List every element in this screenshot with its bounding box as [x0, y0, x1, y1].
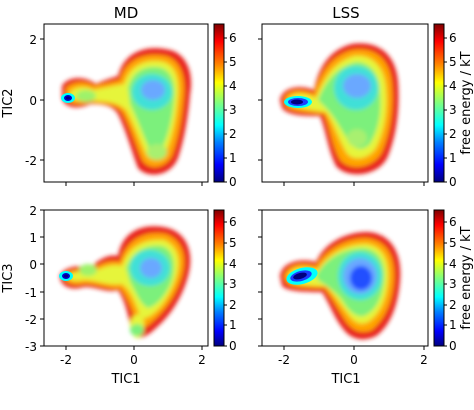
y-tick-label: 0	[29, 94, 37, 108]
axes-frame	[261, 209, 429, 347]
colorbar-tick: 1	[449, 318, 457, 332]
colorbar-tick: 5	[229, 55, 237, 69]
y-tick-label: 2	[29, 33, 37, 47]
colorbar-tick: 1	[449, 151, 457, 165]
y-axis-label: TIC3	[1, 263, 16, 293]
x-ticks	[65, 182, 203, 186]
colorbar-tick: 4	[229, 79, 237, 93]
colorbar-tick: 3	[229, 277, 237, 291]
heatmap-md-tic2	[61, 48, 192, 175]
colorbar-tick: 1	[229, 151, 237, 165]
density-green-lower	[147, 144, 167, 160]
minimum-deep-core	[293, 272, 307, 280]
minimum-deep-center	[66, 96, 70, 100]
colorbar-tick: 6	[449, 31, 457, 45]
colorbar-tick: 4	[449, 257, 457, 271]
colorbar-label: free energy / kT	[459, 51, 474, 154]
colorbar-tick: 2	[229, 298, 237, 312]
axes-frame	[43, 23, 209, 183]
colorbar-2: 0 1 2 3 4 5 6 free energy / kT	[433, 23, 474, 189]
y-tick-label: 2	[29, 204, 37, 218]
density-green-lower	[347, 129, 367, 147]
x-tick-label: -2	[278, 353, 290, 367]
density-lightblue	[140, 258, 162, 278]
density-green-left	[76, 90, 96, 102]
colorbar-tick: 4	[449, 79, 457, 93]
y-ticks	[258, 38, 262, 161]
y-tick-label: 1	[29, 231, 37, 245]
colorbar-tick: 3	[449, 103, 457, 117]
y-ticks: 2 0 -2	[25, 33, 44, 168]
colorbar-tick: 0	[449, 175, 457, 189]
panel-md-tic2: MD 2 0 -2	[1, 4, 209, 186]
colorbar-tick: 1	[229, 318, 237, 332]
panel-md-tic3: 2 1 0 -1 -2 -3 -2 0 2 TIC1 TIC3	[1, 204, 209, 387]
density-lightblue	[343, 74, 371, 98]
density-green-left	[79, 264, 97, 276]
colorbar-4: 0 1 2 3 4 5 6 free energy / kT	[433, 209, 474, 353]
colorbar-1: 0 1 2 3 4 5 6	[213, 23, 237, 189]
x-tick-label: -2	[60, 353, 72, 367]
colorbar-tick: 2	[449, 127, 457, 141]
panel-lss-tic2: LSS	[258, 4, 429, 186]
colorbar-ticks: 0 1 2 3 4 5 6	[224, 215, 237, 353]
colorbar-ticks: 0 1 2 3 4 5 6	[444, 215, 457, 353]
colorbar-tick: 2	[229, 127, 237, 141]
x-tick-label: 2	[198, 353, 206, 367]
colorbar-tick: 6	[229, 31, 237, 45]
y-tick-label: 0	[29, 258, 37, 272]
y-tick-label: -3	[25, 340, 37, 354]
y-tick-label: -2	[25, 154, 37, 168]
colorbar-tick: 2	[449, 298, 457, 312]
colorbar-tick: 5	[449, 236, 457, 250]
colorbar-label: free energy / kT	[459, 226, 474, 329]
minimum-deep-core	[291, 99, 303, 105]
colorbar-tick: 4	[229, 257, 237, 271]
density-lightblue	[141, 80, 165, 100]
y-ticks: 2 1 0 -1 -2 -3	[25, 204, 44, 354]
density-lower-min	[130, 324, 144, 336]
minimum-deep-center	[64, 274, 68, 278]
colorbar-tick: 0	[229, 339, 237, 353]
y-tick-label: -1	[25, 286, 37, 300]
colorbar-tick: 0	[229, 175, 237, 189]
colorbar-3: 0 1 2 3 4 5 6	[213, 209, 237, 353]
colorbar-tick: 3	[449, 277, 457, 291]
heatmap-md-tic3	[59, 226, 191, 339]
colorbar-ticks: 0 1 2 3 4 5 6	[224, 31, 237, 189]
axes-frame	[261, 23, 429, 183]
colorbar-tick: 6	[449, 215, 457, 229]
y-ticks	[258, 209, 262, 347]
y-axis-label: TIC2	[1, 88, 16, 118]
heatmap-lss-tic3	[280, 232, 401, 340]
x-ticks: -2 0 2	[278, 346, 428, 367]
colorbar-tick: 3	[229, 103, 237, 117]
x-ticks: -2 0 2	[60, 346, 206, 367]
y-tick-label: -2	[25, 313, 37, 327]
x-tick-label: 0	[130, 353, 138, 367]
density-blue	[350, 266, 372, 290]
x-axis-label: TIC1	[330, 372, 360, 387]
x-axis-label: TIC1	[110, 372, 140, 387]
colorbar-tick: 5	[229, 236, 237, 250]
colorbar-tick: 6	[229, 215, 237, 229]
heatmap-lss-tic2	[280, 43, 399, 175]
panel-title: MD	[114, 4, 139, 22]
panel-lss-tic3: -2 0 2 TIC1	[258, 209, 429, 387]
axes-frame	[43, 209, 209, 347]
colorbar-ticks: 0 1 2 3 4 5 6	[444, 31, 457, 189]
panel-title: LSS	[332, 4, 359, 22]
x-tick-label: 2	[420, 353, 428, 367]
x-ticks	[283, 182, 425, 186]
colorbar-tick: 5	[449, 55, 457, 69]
colorbar-tick: 0	[449, 339, 457, 353]
x-tick-label: 0	[350, 353, 358, 367]
